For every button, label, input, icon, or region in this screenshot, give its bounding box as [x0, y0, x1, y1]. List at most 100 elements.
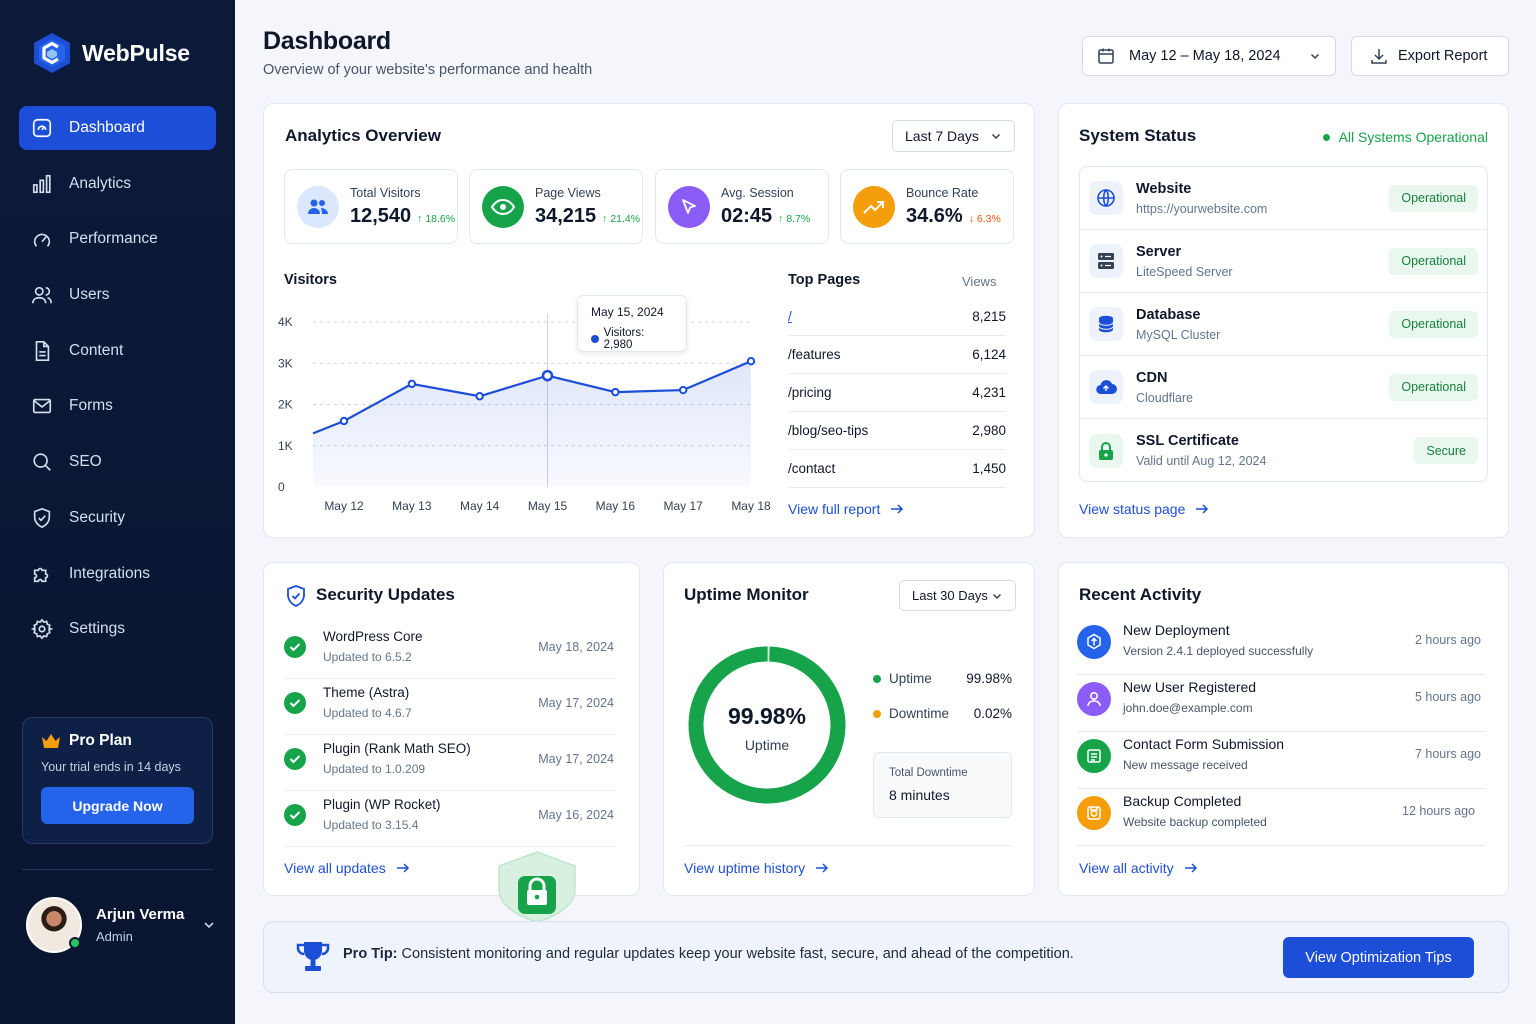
dashboard-icon: [32, 118, 52, 138]
update-name: WordPress Core: [323, 629, 423, 644]
system-row-ssl[interactable]: SSL Certificate Valid until Aug 12, 2024 …: [1079, 419, 1488, 482]
upgrade-now-button[interactable]: Upgrade Now: [41, 787, 194, 824]
uptime-range-select[interactable]: Last 30 Days: [899, 580, 1016, 611]
legend-label: Uptime: [889, 671, 932, 686]
export-report-button[interactable]: Export Report: [1351, 36, 1509, 76]
legend-uptime: Uptime 99.98%: [873, 671, 1012, 686]
card-title: Uptime Monitor: [684, 585, 809, 604]
arrow-right-icon: [816, 863, 829, 873]
sidebar-item-integrations[interactable]: Integrations: [19, 552, 216, 596]
visitors-point[interactable]: [475, 392, 484, 401]
top-page-path[interactable]: /pricing: [788, 385, 832, 400]
sidebar-item-users[interactable]: Users: [19, 273, 216, 317]
view-uptime-history-link[interactable]: View uptime history: [684, 860, 829, 876]
status-badge: Operational: [1389, 310, 1478, 338]
system-row-database[interactable]: Database MySQL Cluster Operational: [1079, 293, 1488, 356]
gear-icon: [31, 618, 53, 640]
system-detail: Valid until Aug 12, 2024: [1136, 454, 1267, 468]
top-page-row[interactable]: /features 6,124: [788, 336, 1006, 374]
sidebar-item-settings[interactable]: Settings: [19, 607, 216, 651]
visitors-point[interactable]: [611, 387, 620, 397]
visitors-point[interactable]: [541, 369, 554, 382]
analytics-range-select[interactable]: Last 7 Days: [892, 120, 1015, 152]
visitors-point[interactable]: [339, 416, 349, 426]
top-page-path[interactable]: /contact: [788, 461, 836, 476]
sidebar-item-content[interactable]: Content: [19, 329, 216, 373]
date-range-label: May 12 – May 18, 2024: [1129, 48, 1281, 64]
security-update-row[interactable]: Plugin (WP Rocket) Updated to 3.15.4 May…: [284, 791, 616, 847]
visitors-chart: 0 1K 2K 3K 4K May 12 May 13 May 14 May 15 May 16 M…: [278, 314, 771, 513]
top-page-path[interactable]: /: [788, 309, 792, 324]
activity-row[interactable]: New User Registered john.doe@example.com…: [1077, 675, 1485, 732]
top-page-path[interactable]: /features: [788, 347, 841, 362]
user-profile[interactable]: Arjun Verma Admin: [26, 897, 222, 953]
view-uptime-history-label: View uptime history: [684, 860, 806, 876]
visitors-point[interactable]: [746, 356, 756, 366]
system-row-website[interactable]: Website https://yourwebsite.com Operation…: [1079, 167, 1488, 230]
legend-dot: [873, 674, 881, 683]
sidebar-item-forms[interactable]: Forms: [19, 384, 216, 428]
visitors-point[interactable]: [407, 379, 417, 389]
pro-plan-card: Pro Plan Your trial ends in 14 days Upgr…: [22, 717, 213, 844]
activity-title: Contact Form Submission: [1123, 736, 1285, 752]
sidebar-item-analytics[interactable]: Analytics: [19, 162, 216, 206]
pro-tip-banner: Pro Tip: Consistent monitoring and regul…: [263, 921, 1509, 993]
uptime-range-value: Last 30 Days: [912, 588, 988, 603]
view-all-activity-link[interactable]: View all activity: [1079, 860, 1198, 876]
user-role: Admin: [96, 929, 133, 944]
security-update-row[interactable]: Plugin (Rank Math SEO) Updated to 1.0.20…: [284, 735, 616, 791]
date-range-picker[interactable]: May 12 – May 18, 2024: [1082, 36, 1336, 76]
activity-row[interactable]: New Deployment Version 2.4.1 deployed su…: [1077, 618, 1485, 675]
stat-value: 34,215: [535, 204, 597, 227]
top-page-row[interactable]: / 8,215: [788, 298, 1006, 336]
activity-row[interactable]: Backup Completed Website backup complete…: [1077, 789, 1485, 846]
uptime-ring-center: [704, 662, 830, 788]
security-update-row[interactable]: Theme (Astra) Updated to 4.6.7 May 17, 2…: [284, 679, 616, 735]
view-status-page-link[interactable]: View status page: [1079, 501, 1209, 517]
search-icon: [33, 453, 51, 471]
system-name: Database: [1136, 306, 1201, 323]
user-icon: [1077, 682, 1111, 716]
activity-row[interactable]: Contact Form Submission New message rece…: [1077, 732, 1485, 789]
stat-change: ↓ 6.3%: [968, 212, 1001, 225]
stat-value: 02:45: [721, 204, 773, 227]
brand[interactable]: WebPulse: [32, 32, 190, 74]
top-page-path[interactable]: /blog/seo-tips: [788, 423, 869, 438]
sidebar-item-security[interactable]: Security: [19, 496, 216, 540]
top-pages-title: Top Pages: [788, 272, 861, 288]
mail-icon: [32, 399, 52, 414]
top-page-row[interactable]: /pricing 4,231: [788, 374, 1006, 412]
update-version: Updated to 4.6.7: [323, 706, 412, 720]
view-optimization-tips-button[interactable]: View Optimization Tips: [1283, 937, 1474, 978]
chevron-down-icon[interactable]: [202, 918, 216, 932]
stat-label: Page Views: [535, 185, 601, 200]
sidebar-item-dashboard[interactable]: Dashboard: [19, 106, 216, 150]
view-all-updates-label: View all updates: [284, 860, 386, 876]
y-tick-label: 2K: [278, 398, 293, 412]
activity-time: 2 hours ago: [1414, 633, 1481, 647]
sidebar-item-label: Content: [69, 341, 124, 359]
y-tick-label: 3K: [278, 356, 293, 370]
view-full-report-link[interactable]: View full report: [788, 501, 904, 517]
system-row-server[interactable]: Server LiteSpeed Server Operational: [1079, 230, 1488, 293]
top-page-row[interactable]: /contact 1,450: [788, 450, 1006, 488]
stat-total-visitors: Total Visitors 12,540 ↑ 18.6%: [284, 169, 458, 244]
y-tick-label: 0: [278, 480, 285, 494]
shield-icon: [33, 507, 51, 528]
chevron-down-icon: [992, 593, 1002, 599]
view-all-updates-link[interactable]: View all updates: [284, 860, 410, 876]
top-page-row[interactable]: /blog/seo-tips 2,980: [788, 412, 1006, 450]
system-row-cdn[interactable]: CDN Cloudflare Operational: [1079, 356, 1488, 419]
top-page-views: 6,124: [972, 347, 1006, 362]
stat-label: Bounce Rate: [906, 185, 979, 200]
online-status-dot: [69, 937, 81, 949]
legend-downtime: Downtime 0.02%: [873, 706, 1012, 721]
recent-activity-card: Recent Activity New Deployment Version 2…: [1058, 562, 1509, 896]
stat-value: 12,540: [350, 204, 412, 227]
security-update-row[interactable]: WordPress Core Updated to 6.5.2 May 18, …: [284, 623, 616, 679]
view-all-activity-label: View all activity: [1079, 860, 1174, 876]
sidebar-item-performance[interactable]: Performance: [19, 217, 216, 261]
visitors-point[interactable]: [678, 385, 688, 395]
sidebar-item-seo[interactable]: SEO: [19, 440, 216, 484]
card-title: System Status: [1079, 126, 1197, 145]
